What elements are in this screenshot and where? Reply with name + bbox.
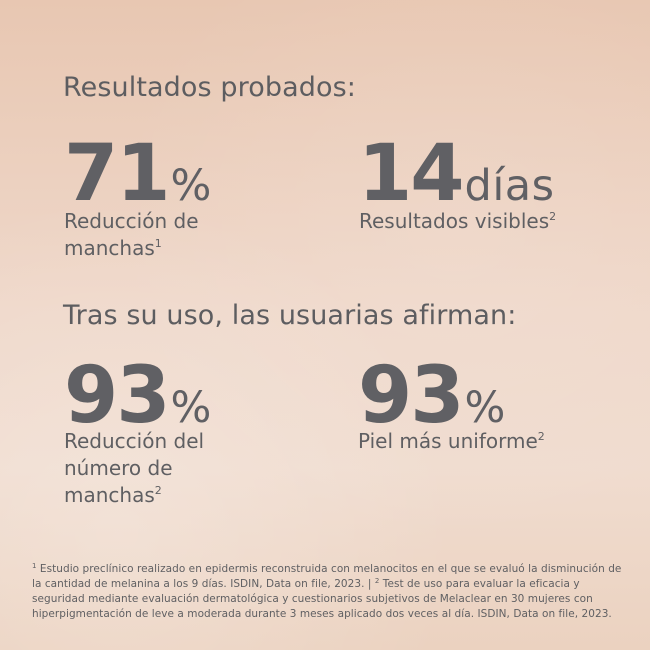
- label-line: Piel más uniforme: [358, 429, 538, 453]
- stat-unit: días: [464, 161, 555, 211]
- footnote-text-2: Test de uso para evaluar la eficacia y s…: [32, 578, 612, 620]
- label-line: número de: [64, 456, 173, 480]
- footnote-text-1: Estudio preclínico realizado en epidermi…: [32, 563, 622, 590]
- label-line: Resultados visibles: [359, 209, 550, 233]
- stat-14-days: 14días: [358, 135, 555, 213]
- stat-value: 14: [358, 129, 465, 219]
- heading-results: Resultados probados:: [63, 72, 356, 103]
- label-sup: 2: [154, 484, 162, 497]
- label-sup: 2: [537, 430, 545, 443]
- heading-users: Tras su uso, las usuarias afirman:: [63, 300, 517, 331]
- label-line: manchas: [64, 236, 155, 260]
- label-line: manchas: [64, 483, 155, 507]
- footnote: 1 Estudio preclínico realizado en epider…: [32, 562, 622, 622]
- stat-label-spot-count: Reducción del número de manchas2: [64, 428, 304, 509]
- stat-unit: %: [170, 383, 212, 433]
- stat-value: 71: [64, 129, 171, 219]
- stat-unit: %: [464, 383, 506, 433]
- stat-unit: %: [170, 161, 212, 211]
- footnote-sup-2: 2: [374, 577, 380, 585]
- stat-label-visible: Resultados visibles2: [359, 208, 619, 235]
- label-sup: 2: [549, 210, 557, 223]
- label-line: Reducción de: [64, 209, 199, 233]
- stat-93-percent-even: 93%: [358, 357, 506, 435]
- stat-label-even-skin: Piel más uniforme2: [358, 428, 618, 455]
- stat-value: 93: [358, 351, 465, 441]
- footnote-sup-1: 1: [32, 562, 37, 570]
- stat-label-reduction: Reducción de manchas1: [64, 208, 304, 262]
- label-sup: 1: [154, 237, 162, 250]
- label-line: Reducción del: [64, 429, 205, 453]
- stat-71-percent: 71%: [64, 135, 212, 213]
- stat-value: 93: [64, 351, 171, 441]
- stat-93-percent-spots: 93%: [64, 357, 212, 435]
